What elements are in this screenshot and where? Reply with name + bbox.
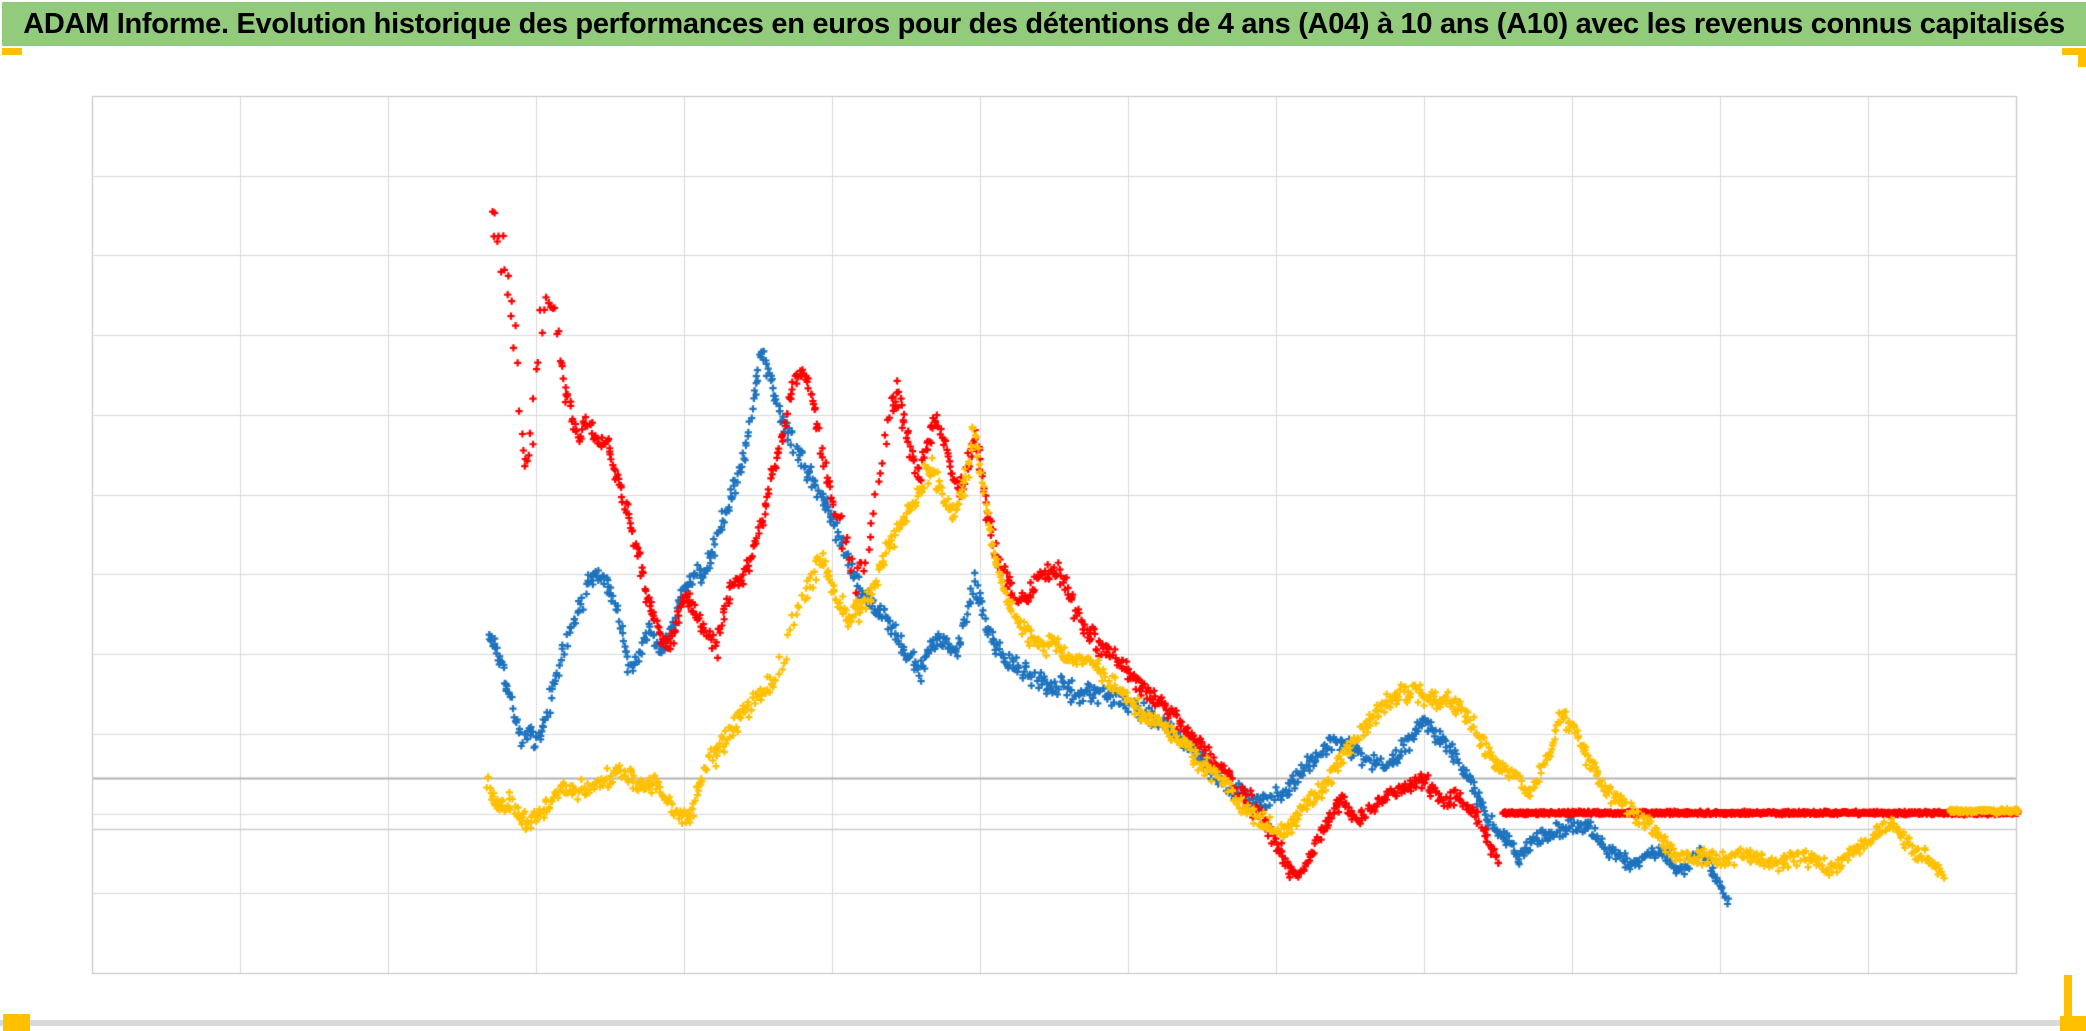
corner-accent-bottom-right-vertical [2064, 975, 2072, 1031]
corner-accent-bottom-left [3, 1014, 30, 1031]
corner-accent-bottom-right-foot [2060, 1016, 2086, 1031]
corner-accent-top-left [2, 48, 22, 55]
corner-accent-top-right-vertical [2078, 48, 2086, 67]
corner-accent-top-right-horizontal [2062, 48, 2086, 55]
bottom-edge-strip [0, 1020, 2086, 1026]
